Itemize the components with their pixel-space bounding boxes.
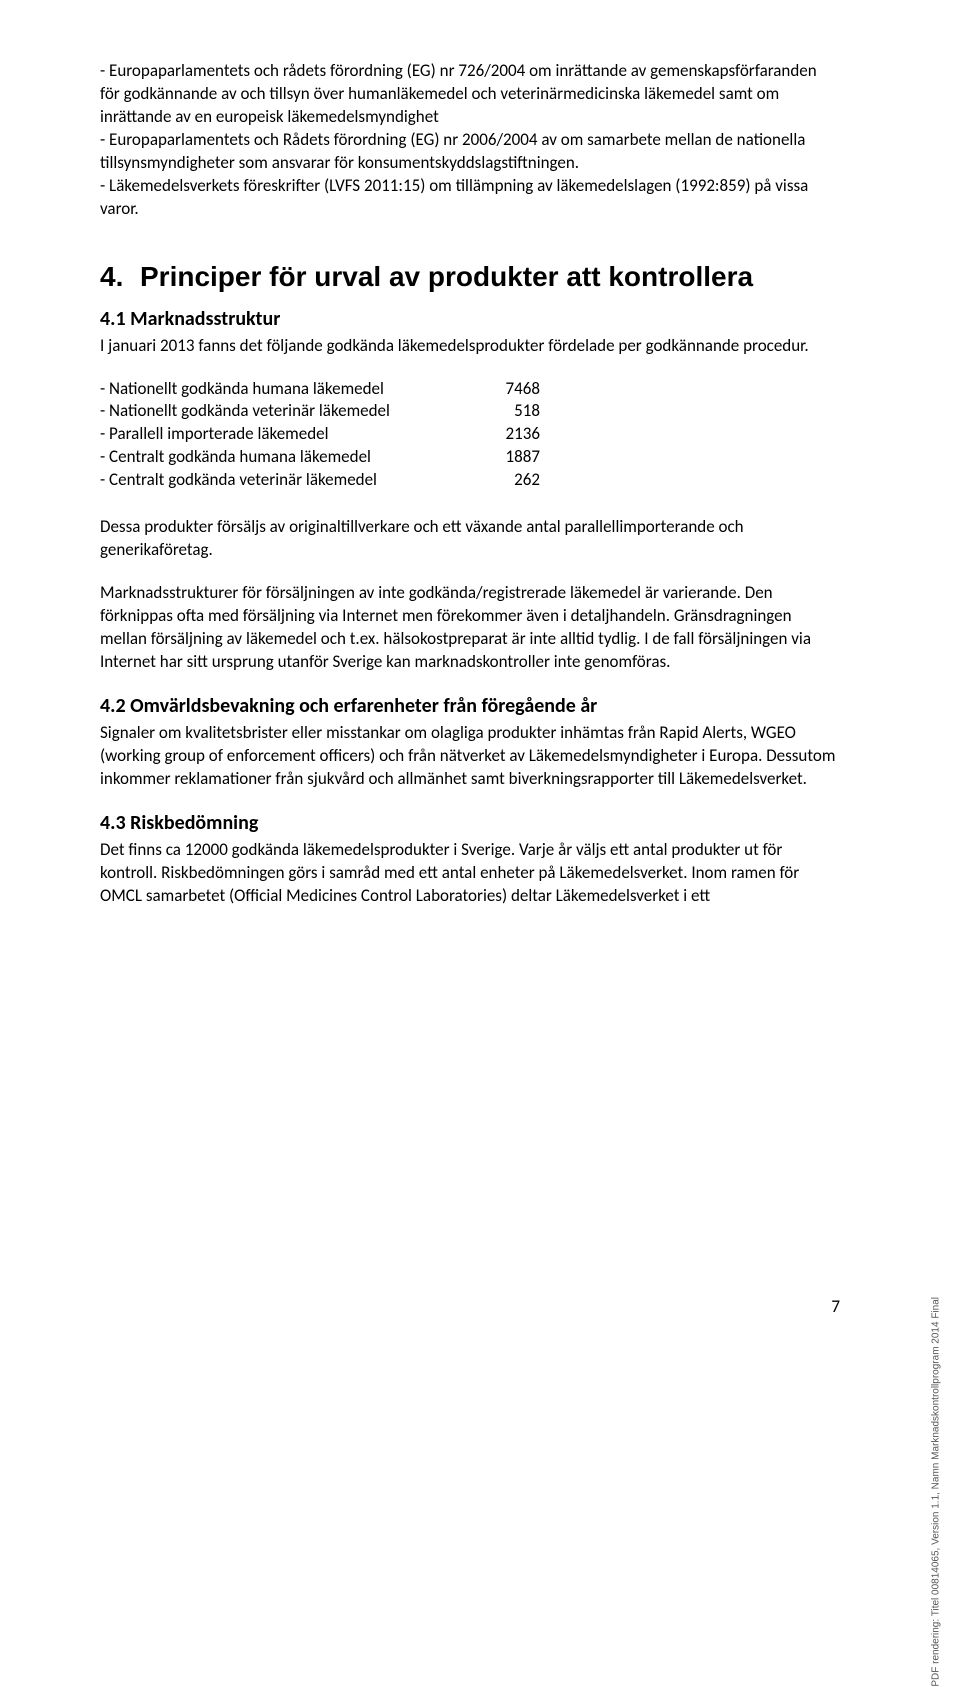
section-4-3-heading: 4.3 Riskbedömning [100,811,840,835]
stats-label: - Nationellt godkända veterinär läkemede… [100,400,480,423]
pdf-render-info: PDF rendering: Titel 00814065, Version 1… [931,1297,942,1687]
stats-label: - Centralt godkända humana läkemedel [100,446,480,469]
section-4-1-lead: I januari 2013 fanns det följande godkän… [100,335,840,358]
section-4-3-para: Det finns ca 12000 godkända läkemedelspr… [100,839,840,908]
stats-value: 262 [480,469,540,492]
section-4-heading: 4. Principer för urval av produkter att … [100,261,840,293]
section-4-1-para2: Dessa produkter försäljs av originaltill… [100,516,840,562]
section-4-2-para: Signaler om kvalitetsbrister eller misst… [100,722,840,791]
section-4-title: Principer för urval av produkter att kon… [140,261,753,293]
stats-table: - Nationellt godkända humana läkemedel 7… [100,378,840,493]
stats-row: - Centralt godkända humana läkemedel 188… [100,446,840,469]
page-number: 7 [831,1296,840,1317]
stats-row: - Centralt godkända veterinär läkemedel … [100,469,840,492]
stats-value: 2136 [480,423,540,446]
section-4-1-heading: 4.1 Marknadsstruktur [100,307,840,331]
stats-row: - Nationellt godkända humana läkemedel 7… [100,378,840,401]
section-4-2-heading: 4.2 Omvärldsbevakning och erfarenheter f… [100,694,840,718]
document-page: - Europaparlamentets och rådets förordni… [0,0,960,1357]
stats-row: - Nationellt godkända veterinär läkemede… [100,400,840,423]
stats-label: - Centralt godkända veterinär läkemedel [100,469,480,492]
stats-row: - Parallell importerade läkemedel 2136 [100,423,840,446]
stats-value: 7468 [480,378,540,401]
section-4-number: 4. [100,261,140,293]
stats-label: - Nationellt godkända humana läkemedel [100,378,480,401]
stats-value: 1887 [480,446,540,469]
stats-label: - Parallell importerade läkemedel [100,423,480,446]
intro-paragraph: - Europaparlamentets och rådets förordni… [100,60,840,221]
section-4-1-para3: Marknadsstrukturer för försäljningen av … [100,582,840,674]
stats-value: 518 [480,400,540,423]
